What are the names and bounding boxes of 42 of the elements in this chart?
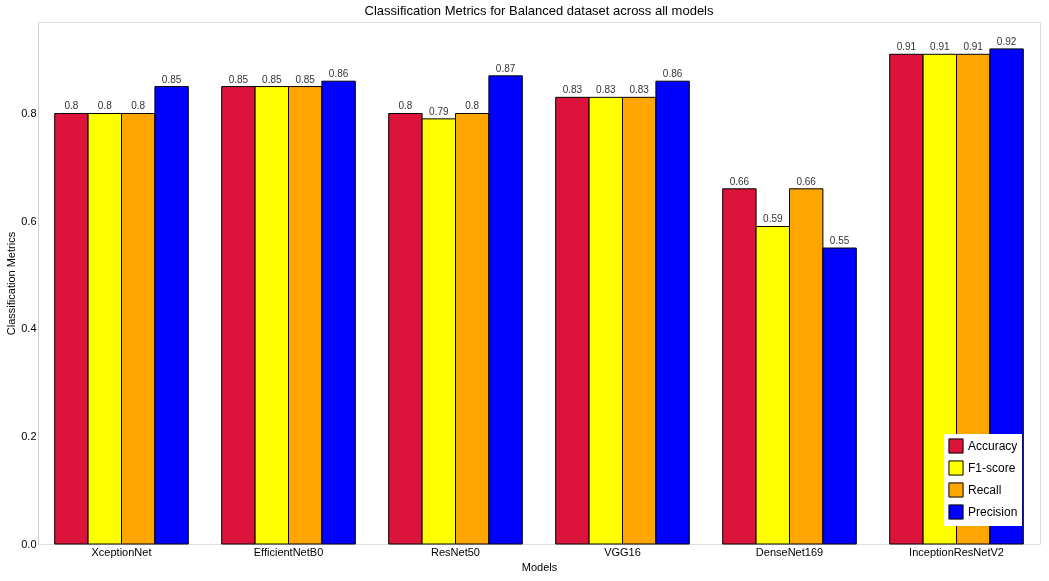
y-tick-label: 0.4 bbox=[21, 322, 37, 335]
x-tick-label: XceptionNet bbox=[91, 545, 152, 558]
x-tick-label: VGG16 bbox=[604, 545, 641, 558]
data-label: 0.91 bbox=[930, 41, 950, 53]
data-label: 0.79 bbox=[429, 105, 449, 117]
data-label: 0.8 bbox=[131, 100, 146, 112]
data-label: 0.85 bbox=[161, 73, 182, 85]
y-tick-label: 0.6 bbox=[21, 214, 37, 227]
data-label: 0.83 bbox=[596, 84, 616, 96]
data-label: 0.91 bbox=[963, 41, 984, 53]
legend-label: F1-score bbox=[968, 461, 1016, 475]
data-label: 0.55 bbox=[829, 235, 850, 247]
data-label: 0.8 bbox=[398, 100, 413, 112]
legend-label: Accuracy bbox=[968, 439, 1018, 453]
y-tick-label: 0.2 bbox=[21, 429, 37, 442]
chart-title: Classification Metrics for Balanced dataset across all models bbox=[364, 3, 714, 18]
x-axis-title: Models bbox=[521, 560, 558, 573]
data-label: 0.85 bbox=[262, 73, 282, 85]
y-tick-label: 0.8 bbox=[21, 106, 37, 119]
x-tick-label: EfficientNetB0 bbox=[253, 545, 324, 558]
data-label: 0.91 bbox=[896, 41, 917, 53]
data-label: 0.66 bbox=[796, 175, 817, 187]
data-label: 0.92 bbox=[996, 35, 1017, 47]
y-axis-title: Classification Metrics bbox=[5, 231, 18, 336]
data-label: 0.85 bbox=[295, 73, 316, 85]
data-label: 0.8 bbox=[64, 100, 79, 112]
data-label: 0.8 bbox=[465, 100, 480, 112]
legend-label: Precision bbox=[968, 505, 1018, 519]
x-tick-label: ResNet50 bbox=[431, 545, 480, 558]
data-label: 0.87 bbox=[495, 62, 516, 74]
data-label: 0.59 bbox=[763, 213, 783, 225]
x-tick-label: DenseNet169 bbox=[755, 545, 824, 558]
data-label: 0.83 bbox=[562, 84, 583, 96]
data-label: 0.66 bbox=[729, 175, 750, 187]
data-label: 0.83 bbox=[629, 84, 650, 96]
data-label: 0.86 bbox=[662, 68, 683, 80]
data-label: 0.86 bbox=[328, 68, 349, 80]
legend-label: Recall bbox=[968, 483, 1002, 497]
x-tick-label: InceptionResNetV2 bbox=[909, 545, 1004, 558]
data-label: 0.85 bbox=[228, 73, 249, 85]
y-tick-label: 0.0 bbox=[21, 537, 37, 550]
data-label: 0.8 bbox=[97, 100, 113, 112]
